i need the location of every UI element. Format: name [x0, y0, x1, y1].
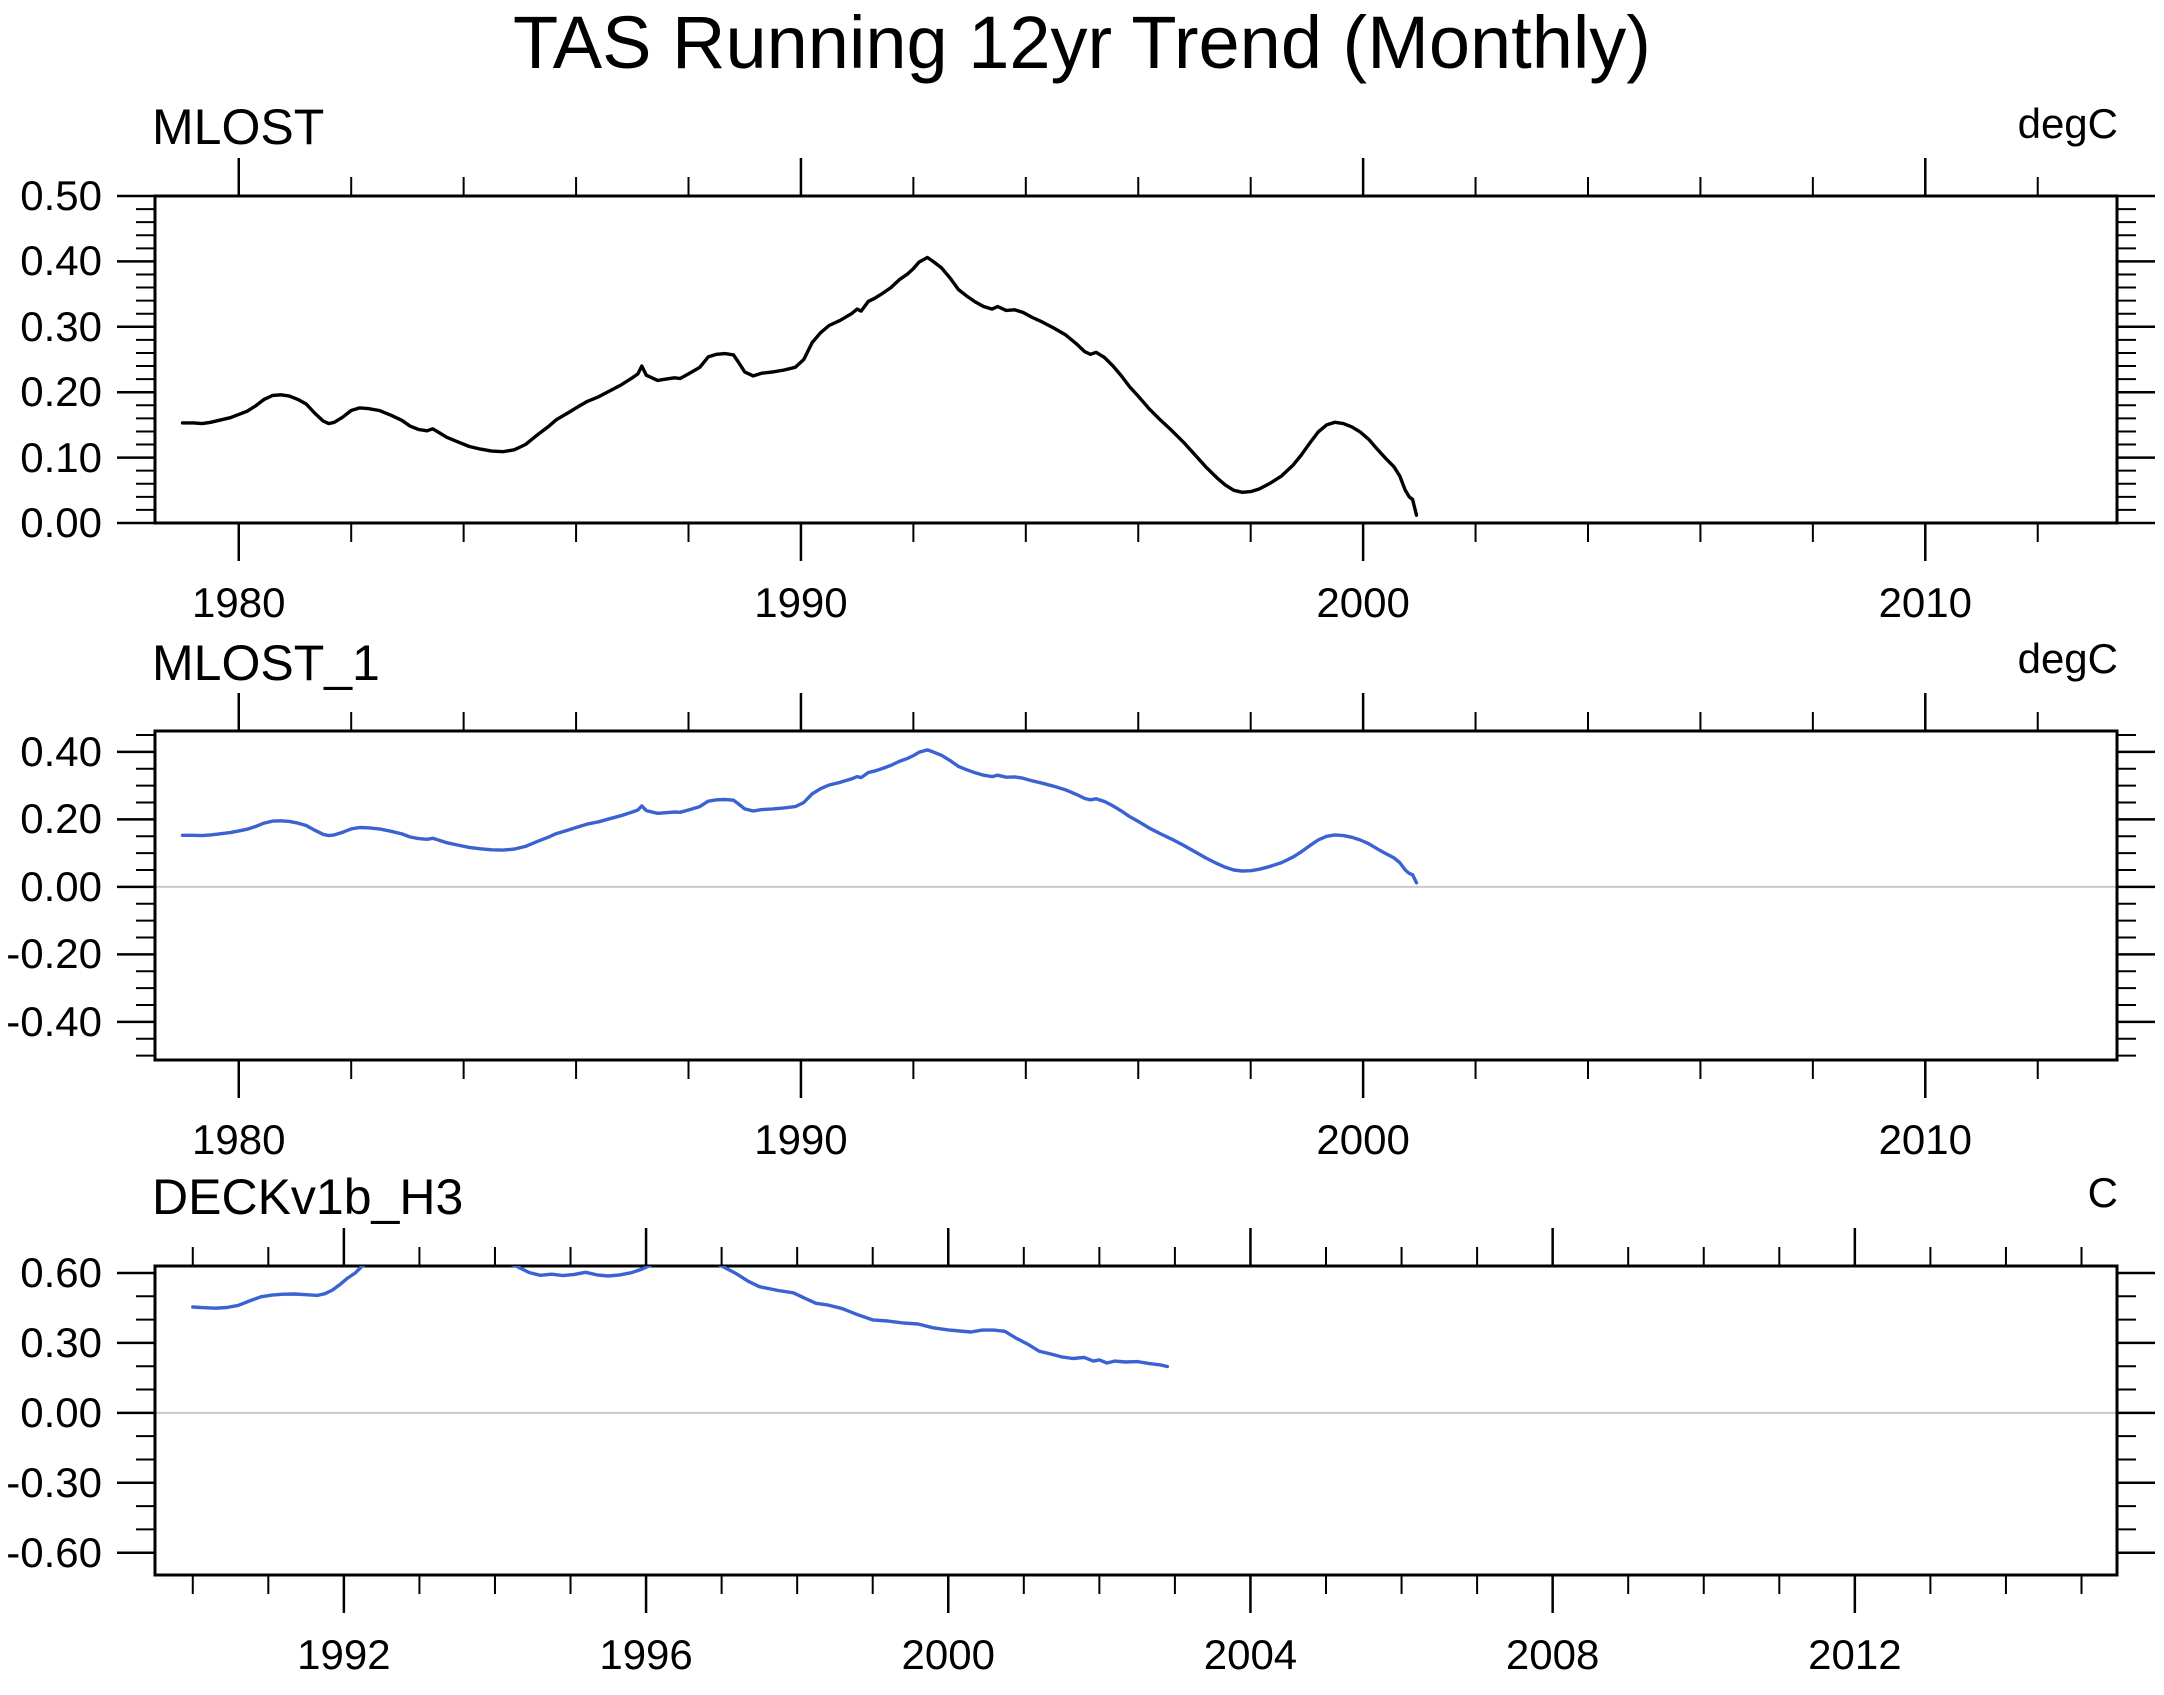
y-tick-label: -0.30 — [6, 1459, 102, 1506]
panel-MLOST — [117, 158, 2155, 561]
x-tick-label: 2010 — [1878, 1116, 1973, 1163]
x-tick-label: 2000 — [901, 1631, 995, 1678]
y-tick-label: -0.60 — [6, 1529, 102, 1576]
series-line-DECKv1b_H3 — [191, 1266, 1170, 1369]
panel-MLOST_1 — [117, 693, 2155, 1098]
x-tick-label: 2004 — [1203, 1631, 1298, 1678]
x-tick-label: 1990 — [754, 579, 848, 626]
y-tick-label: 0.50 — [20, 172, 102, 219]
x-tick-label: 2000 — [1316, 579, 1410, 626]
y-tick-label: 0.40 — [20, 728, 102, 775]
unit-label-panel-3: C — [2087, 1169, 2118, 1216]
x-tick-label: 1996 — [599, 1631, 693, 1678]
series-line-MLOST — [180, 255, 1419, 517]
series-line-MLOST_1 — [180, 748, 1419, 885]
x-tick-label: 1992 — [297, 1631, 391, 1678]
x-tick-label: 1980 — [192, 579, 286, 626]
x-tick-label: 2012 — [1808, 1631, 1902, 1678]
x-tick-label: 2008 — [1505, 1631, 1600, 1678]
x-tick-label: 2000 — [1316, 1116, 1410, 1163]
y-tick-label: 0.40 — [20, 237, 102, 284]
panel-title-deckv1b-h3: DECKv1b_H3 — [152, 1169, 464, 1225]
panel-DECKv1b_H3 — [117, 1228, 2155, 1613]
unit-label-panel-2: degC — [2017, 635, 2118, 682]
y-tick-label: 0.30 — [20, 303, 102, 350]
x-tick-label: 1990 — [754, 1116, 848, 1163]
x-tick-label: 1980 — [192, 1116, 286, 1163]
y-tick-label: 0.20 — [20, 368, 102, 415]
y-tick-label: 0.00 — [20, 863, 102, 910]
y-tick-label: 0.00 — [20, 499, 102, 546]
chart-main-title: TAS Running 12yr Trend (Monthly) — [513, 1, 1651, 84]
y-tick-label: 0.60 — [20, 1249, 102, 1296]
panel-title-mlost-1: MLOST_1 — [152, 635, 380, 691]
y-tick-label: 0.30 — [20, 1319, 102, 1366]
y-tick-label: 0.00 — [20, 1389, 102, 1436]
x-tick-label: 2010 — [1878, 579, 1973, 626]
y-tick-label: -0.20 — [6, 930, 102, 977]
panel-title-mlost: MLOST — [152, 99, 325, 155]
y-tick-label: 0.20 — [20, 795, 102, 842]
unit-label-panel-1: degC — [2017, 100, 2118, 147]
y-tick-label: 0.10 — [20, 434, 102, 481]
y-tick-label: -0.40 — [6, 998, 102, 1045]
